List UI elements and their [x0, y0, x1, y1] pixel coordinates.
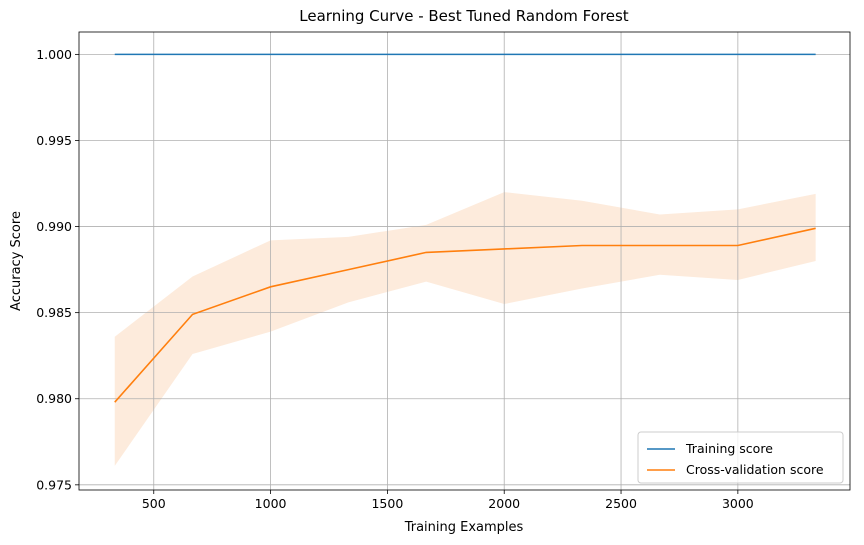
y-tick-label: 0.990 [36, 219, 72, 234]
x-tick-label: 2000 [488, 496, 520, 511]
plot-area-frame [78, 31, 851, 491]
y-axis-label: Accuracy Score [9, 211, 24, 311]
y-tick-label: 0.975 [36, 477, 72, 492]
x-tick-label: 1000 [255, 496, 287, 511]
y-tick-label: 1.000 [36, 47, 72, 62]
x-tick-label: 1500 [371, 496, 403, 511]
x-axis-ticks: 500 1000 1500 2000 2500 3000 [142, 490, 754, 511]
legend-box [637, 431, 844, 484]
chart-title: Learning Curve - Best Tuned Random Fores… [299, 7, 629, 25]
y-axis-ticks: 0.975 0.980 0.985 0.990 0.995 1.000 [36, 47, 79, 492]
x-axis-label: Training Examples [404, 520, 524, 535]
legend-label-cross-validation: Cross-validation score [686, 462, 824, 477]
legend-label-training: Training score [685, 441, 773, 456]
confidence-band-cross-validation [114, 192, 816, 466]
legend: Training score Cross-validation score [637, 431, 844, 484]
y-tick-label: 0.980 [36, 391, 72, 406]
x-tick-label: 3000 [722, 496, 754, 511]
x-tick-label: 500 [142, 496, 166, 511]
series-lines [114, 53, 816, 403]
grid-lines [79, 32, 850, 490]
x-tick-label: 2500 [605, 496, 637, 511]
y-tick-label: 0.985 [36, 305, 72, 320]
confidence-bands [114, 192, 816, 466]
series-line-cross-validation [114, 227, 816, 403]
y-tick-label: 0.995 [36, 133, 72, 148]
